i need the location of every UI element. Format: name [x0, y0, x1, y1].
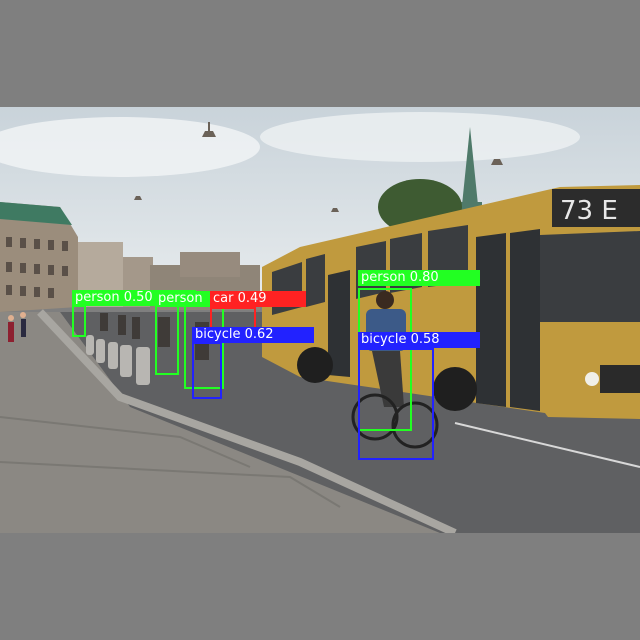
- curb: [37, 309, 457, 533]
- bicycle-box-1: [192, 342, 222, 399]
- bus-front-wheel: [433, 367, 477, 411]
- person-label-3: person 0.80: [358, 270, 480, 286]
- car-label: car 0.49: [210, 291, 306, 307]
- person-label-2: person: [155, 291, 210, 307]
- bollards: [86, 335, 150, 385]
- bus: 73 E: [262, 185, 640, 419]
- person-box-2: [155, 305, 179, 375]
- pavement: [0, 312, 440, 533]
- bicycle-label-2: bicycle 0.58: [358, 332, 480, 348]
- left-building: [0, 202, 78, 312]
- bicycle-box-2: [358, 348, 434, 460]
- street-photo: 73 E: [0, 107, 640, 533]
- bus-sign: 73 E: [560, 196, 618, 226]
- bicycle-label-1: bicycle 0.62: [192, 327, 314, 343]
- person-box-1: [72, 305, 86, 337]
- church-spire: [462, 127, 478, 205]
